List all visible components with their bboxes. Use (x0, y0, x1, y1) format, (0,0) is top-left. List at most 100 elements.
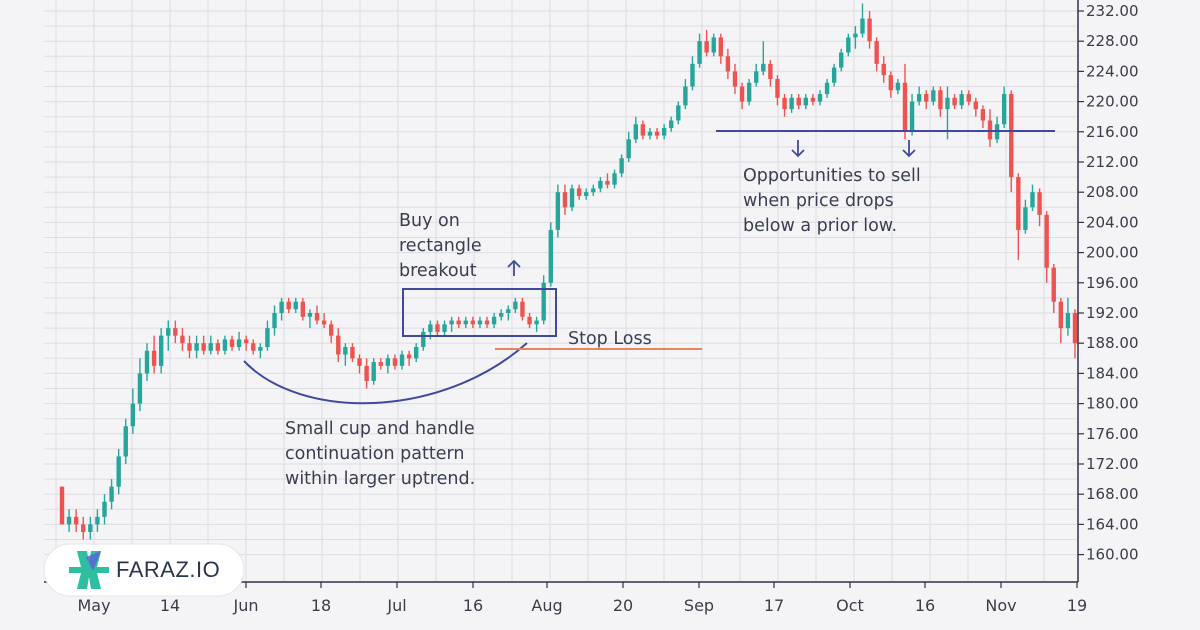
candle-body (895, 82, 901, 91)
candle-body (881, 63, 886, 76)
candle (980, 105, 986, 129)
candle (647, 128, 653, 140)
candle (435, 320, 440, 336)
candle-body (59, 486, 65, 525)
candle (470, 316, 476, 329)
candle-body (1023, 207, 1028, 230)
candle-body (690, 63, 695, 87)
candle-body (938, 90, 943, 110)
candle-body (633, 124, 638, 140)
faraz-logo[interactable]: FARAZ.IO (43, 543, 245, 597)
candle-body (95, 516, 100, 525)
candle (293, 297, 298, 313)
candle-body (187, 343, 192, 351)
y-tick-label: 232.00 (1086, 2, 1139, 20)
x-tick-label: Sep (684, 596, 714, 615)
candle (463, 316, 468, 329)
candle-body (676, 105, 681, 121)
candle-body (137, 373, 143, 404)
candle-body (130, 403, 136, 427)
x-tick-label: May (77, 596, 110, 615)
candle (938, 86, 943, 117)
cup-annotation-line: within larger uptrend. (285, 469, 475, 489)
candle-body (761, 63, 766, 72)
candle (626, 131, 631, 162)
candle (506, 305, 511, 321)
candle-body (619, 158, 624, 174)
candle-body (598, 180, 603, 189)
candle (584, 188, 589, 200)
y-tick-label: 196.00 (1086, 274, 1139, 292)
candle (286, 297, 291, 313)
candle (1051, 263, 1056, 313)
candle-body (768, 63, 773, 79)
candle-body (293, 301, 298, 310)
candle (229, 335, 235, 351)
candle (151, 335, 157, 374)
candle (520, 297, 525, 321)
candle-body (1001, 94, 1007, 125)
candle (371, 358, 376, 385)
candle-body (987, 120, 993, 140)
candle-body (463, 320, 468, 325)
candle-body (980, 109, 986, 121)
candle (421, 328, 426, 351)
candle-body (846, 37, 851, 53)
candle (562, 184, 568, 215)
candle-body (746, 82, 752, 102)
candle-body (697, 41, 702, 64)
candle-body (831, 67, 837, 83)
candle (598, 177, 603, 193)
candle-body (286, 301, 291, 310)
candle (385, 354, 391, 374)
candle-body (265, 328, 270, 347)
candle (272, 305, 277, 336)
y-tick-label: 164.00 (1086, 515, 1139, 533)
x-tick-label: 19 (1067, 596, 1087, 615)
candle (796, 94, 801, 110)
candle (839, 48, 844, 72)
axes: 232.00 228.00 224.00 220.00 216.00 212.00 208.… (44, 0, 1139, 615)
candle-body (711, 37, 716, 53)
candle-body (406, 354, 412, 359)
stop-loss-label: Stop Loss (568, 329, 652, 349)
y-tick-label: 204.00 (1086, 213, 1139, 231)
candle-body (442, 324, 447, 332)
candle (137, 358, 143, 412)
candle (243, 335, 249, 351)
candle-body (279, 301, 284, 313)
candle-body (931, 90, 936, 102)
candle (491, 313, 497, 329)
candle (130, 388, 136, 434)
y-tick-label: 184.00 (1086, 364, 1139, 382)
candle-body (123, 426, 128, 457)
candle-body (1065, 313, 1071, 329)
candle (343, 343, 348, 366)
candle (895, 78, 901, 95)
candle (817, 90, 823, 106)
candle-body (484, 320, 490, 325)
y-tick-label: 216.00 (1086, 123, 1139, 141)
candle-body (1058, 301, 1064, 329)
candle (1023, 199, 1028, 234)
candle (236, 331, 242, 351)
candle (88, 516, 93, 540)
sell-annotation-line: below a prior low. (743, 216, 897, 236)
candle (987, 109, 993, 147)
candle (201, 335, 206, 355)
candle-body (151, 350, 157, 366)
candle-body (732, 71, 738, 87)
candle-body (817, 94, 823, 102)
candle (477, 316, 483, 329)
candle-body (796, 97, 801, 106)
candle-body (548, 229, 553, 283)
candle (619, 154, 624, 178)
candle-body (81, 524, 86, 532)
candle-body (166, 328, 171, 336)
candle (633, 116, 638, 144)
candle-body (314, 313, 320, 321)
x-tick-label: 18 (311, 596, 331, 615)
candle-body (392, 358, 398, 366)
candle (251, 339, 256, 355)
candle-body (385, 358, 391, 366)
